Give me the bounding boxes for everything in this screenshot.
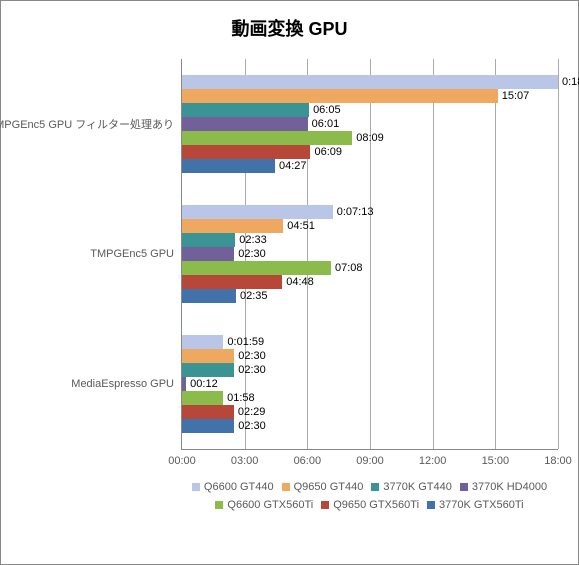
category-label: TMPGEnc5 GPU xyxy=(90,248,174,260)
legend-label: 3770K GT440 xyxy=(383,481,452,493)
bar-value-label: 06:01 xyxy=(312,117,340,131)
bar: 06:05 xyxy=(182,103,309,117)
category-label: TMPGEnc5 GPU フィルター処理あり xyxy=(0,116,174,132)
legend-row: Q6600 GTX560Ti Q9650 GTX560Ti 3770K GTX560… xyxy=(181,496,558,514)
legend-label: 3770K HD4000 xyxy=(472,481,547,493)
gridline xyxy=(558,59,559,449)
chart-container: 動画変換 GPU 00:0003:0006:0009:0012:0015:001… xyxy=(0,0,579,565)
legend-label: Q9650 GTX560Ti xyxy=(333,499,419,511)
gridline xyxy=(495,59,496,449)
bar: 08:09 xyxy=(182,131,352,145)
x-axis-tick: 15:00 xyxy=(482,455,510,467)
bar-value-label: 15:07 xyxy=(502,89,530,103)
legend-swatch xyxy=(371,483,379,491)
bar: 06:09 xyxy=(182,145,310,159)
bar: 01:58 xyxy=(182,391,223,405)
legend-swatch xyxy=(192,483,200,491)
chart-title: 動画変換 GPU xyxy=(13,15,566,41)
bar-value-label: 0:07:13 xyxy=(337,205,374,219)
bar: 04:51 xyxy=(182,219,283,233)
bar: 02:35 xyxy=(182,289,236,303)
legend-row: Q6600 GT440 Q9650 GT440 3770K GT440 3770K H… xyxy=(181,478,558,496)
bar: 0:07:13 xyxy=(182,205,333,219)
legend-item: Q6600 GTX560Ti xyxy=(215,496,313,514)
bar: 02:30 xyxy=(182,363,234,377)
bar-value-label: 0:18:43 xyxy=(562,75,579,89)
bar: 0:01:59 xyxy=(182,335,223,349)
bar-value-label: 08:09 xyxy=(356,131,384,145)
bar-value-label: 00:12 xyxy=(190,377,218,391)
bar: 04:48 xyxy=(182,275,282,289)
legend-item: 3770K GT440 xyxy=(371,478,452,496)
bar-value-label: 06:09 xyxy=(314,145,342,159)
bar-value-label: 02:33 xyxy=(239,233,267,247)
legend-swatch xyxy=(215,501,223,509)
bar: 07:08 xyxy=(182,261,331,275)
bar: 0:18:43 xyxy=(182,75,558,89)
x-axis-tick: 12:00 xyxy=(419,455,447,467)
legend-item: Q9650 GT440 xyxy=(282,478,364,496)
x-axis-tick: 06:00 xyxy=(294,455,322,467)
bar: 02:29 xyxy=(182,405,234,419)
bar-value-label: 04:48 xyxy=(286,275,314,289)
x-axis-tick: 18:00 xyxy=(544,455,572,467)
bar-value-label: 0:01:59 xyxy=(227,335,264,349)
bar-value-label: 04:51 xyxy=(287,219,315,233)
category-label: MediaEspresso GPU xyxy=(71,378,174,390)
legend-item: 3770K HD4000 xyxy=(460,478,547,496)
bar-value-label: 01:58 xyxy=(227,391,255,405)
bar: 06:01 xyxy=(182,117,308,131)
bar: 02:30 xyxy=(182,349,234,363)
gridline xyxy=(433,59,434,449)
legend-label: Q6600 GTX560Ti xyxy=(227,499,313,511)
bar-value-label: 04:27 xyxy=(279,159,307,173)
bar: 00:12 xyxy=(182,377,186,391)
legend-item: Q9650 GTX560Ti xyxy=(321,496,419,514)
legend-swatch xyxy=(460,483,468,491)
bar-value-label: 06:05 xyxy=(313,103,341,117)
bar: 15:07 xyxy=(182,89,498,103)
bar-value-label: 02:30 xyxy=(238,349,266,363)
legend-swatch xyxy=(321,501,329,509)
legend: Q6600 GT440 Q9650 GT440 3770K GT440 3770K H… xyxy=(181,478,558,514)
bar: 02:30 xyxy=(182,419,234,433)
bar: 02:30 xyxy=(182,247,234,261)
gridline xyxy=(370,59,371,449)
bar-value-label: 02:29 xyxy=(238,405,266,419)
x-axis-tick: 03:00 xyxy=(231,455,259,467)
bar-value-label: 02:30 xyxy=(238,419,266,433)
x-axis-tick: 09:00 xyxy=(356,455,384,467)
bar-value-label: 02:30 xyxy=(238,363,266,377)
bar-value-label: 07:08 xyxy=(335,261,363,275)
legend-item: 3770K GTX560Ti xyxy=(427,496,524,514)
bar: 04:27 xyxy=(182,159,275,173)
plot-area: 00:0003:0006:0009:0012:0015:0018:00TMPGE… xyxy=(181,59,558,450)
legend-label: Q6600 GT440 xyxy=(204,481,274,493)
legend-swatch xyxy=(282,483,290,491)
x-axis-tick: 00:00 xyxy=(168,455,196,467)
legend-label: Q9650 GT440 xyxy=(294,481,364,493)
bar-value-label: 02:35 xyxy=(240,289,268,303)
bar: 02:33 xyxy=(182,233,235,247)
legend-item: Q6600 GT440 xyxy=(192,478,274,496)
legend-swatch xyxy=(427,501,435,509)
legend-label: 3770K GTX560Ti xyxy=(439,499,524,511)
bar-value-label: 02:30 xyxy=(238,247,266,261)
